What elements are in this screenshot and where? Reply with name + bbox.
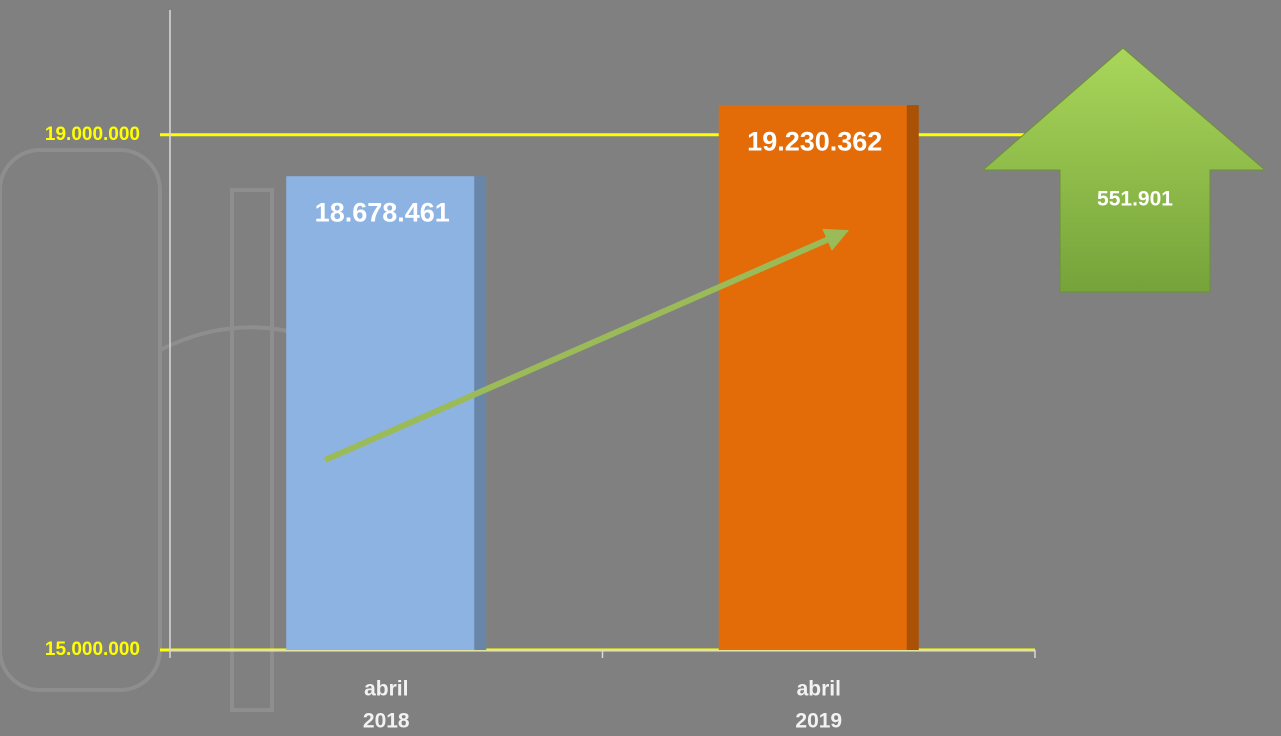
bar (286, 176, 486, 650)
y-tick-label: 19.000.000 (45, 124, 140, 145)
chart: 15.000.000 19.000.000 abril 2018 18.678.461 a… (0, 0, 1281, 736)
change-arrow (983, 48, 1265, 292)
change-label: 551.901 (1097, 188, 1173, 211)
x-tick-label: 2018 (363, 710, 410, 733)
y-tick-label: 15.000.000 (45, 639, 140, 660)
x-tick-label: 2019 (795, 710, 842, 733)
x-tick-label: abril (364, 678, 408, 701)
value-label: 19.230.362 (747, 126, 882, 156)
x-tick-label: abril (797, 678, 841, 701)
bar-shade (907, 105, 919, 650)
page: {"chart_data": {"type": "bar", "categori… (0, 0, 1281, 736)
bar (719, 105, 919, 650)
value-label: 18.678.461 (315, 197, 450, 227)
bar-shade (474, 176, 486, 650)
